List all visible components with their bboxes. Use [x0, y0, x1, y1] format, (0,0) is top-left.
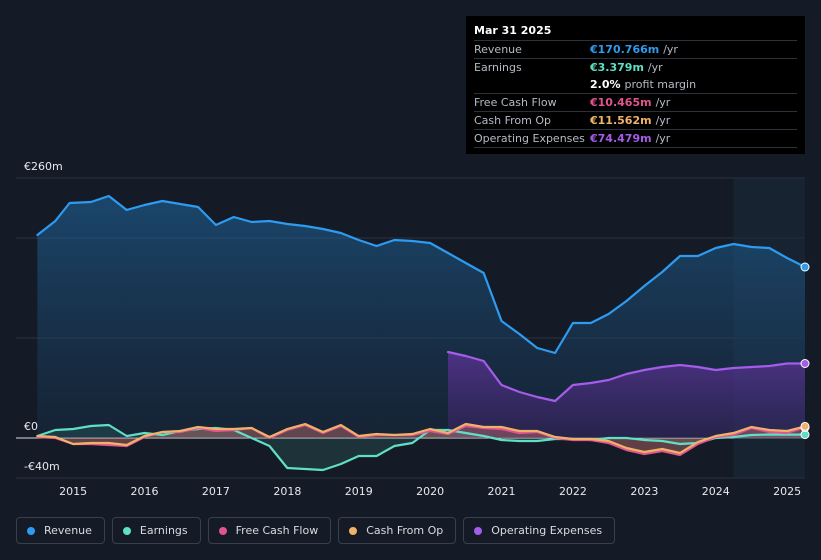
legend-item-revenue[interactable]: Revenue	[16, 517, 105, 544]
line-earnings	[36, 423, 807, 472]
legend-label: Operating Expenses	[491, 524, 603, 537]
x-tick-label: 2022	[559, 485, 587, 498]
x-tick-label: 2024	[702, 485, 730, 498]
x-tick-label: 2025	[773, 485, 801, 498]
tooltip-row-cash-from-op: Cash From Op €11.562m /yr	[474, 111, 797, 129]
tooltip-unit: /yr	[663, 43, 678, 56]
data-tooltip: Mar 31 2025 Revenue €170.766m /yr Earnin…	[466, 16, 805, 154]
x-tick-label: 2020	[416, 485, 444, 498]
y-axis-zero-label: €0	[24, 420, 38, 433]
tooltip-unit: /yr	[655, 114, 671, 127]
legend-item-free-cash-flow[interactable]: Free Cash Flow	[207, 517, 332, 544]
area-free-cash-flow	[37, 425, 805, 455]
tooltip-label: Free Cash Flow	[474, 96, 557, 109]
tooltip-label	[474, 76, 590, 93]
chart-legend: Revenue Earnings Free Cash Flow Cash Fro…	[16, 517, 616, 544]
tooltip-label: Cash From Op	[474, 114, 552, 127]
tooltip-label: Earnings	[474, 61, 522, 74]
legend-dot-icon	[218, 526, 227, 535]
tooltip-unit: /yr	[655, 96, 671, 109]
tooltip-label: Operating Expenses	[474, 132, 585, 145]
tooltip-value: €10.465m	[590, 96, 652, 109]
legend-dot-icon	[474, 526, 483, 535]
x-axis-ticks: 2015 2016 2017 2018 2019 2020 2021 2022 2023 2024…	[59, 485, 801, 498]
y-axis-top-label: €260m	[24, 160, 63, 173]
tooltip-value: 2.0%	[590, 78, 621, 91]
tooltip-value: €11.562m	[590, 114, 652, 127]
tooltip-row-earnings: Earnings €3.379m /yr	[474, 58, 797, 76]
area-earnings	[37, 425, 805, 470]
line-cash-from-op	[36, 422, 807, 455]
line-revenue	[36, 194, 807, 355]
legend-dot-icon	[27, 526, 35, 535]
end-dot-cash-from-op	[800, 421, 810, 431]
area-operating-expenses	[448, 352, 805, 438]
line-operating-expenses	[446, 350, 807, 403]
tooltip-row-revenue: Revenue €170.766m /yr	[474, 40, 797, 58]
tooltip-unit: profit margin	[624, 78, 697, 91]
tooltip-unit: /yr	[655, 132, 671, 145]
end-dot-operating-expenses	[800, 359, 810, 368]
legend-item-operating-expenses[interactable]: Operating Expenses	[463, 517, 616, 544]
tooltip-bottom-divider	[474, 147, 797, 149]
x-tick-label: 2021	[488, 485, 516, 498]
legend-label: Free Cash Flow	[235, 524, 319, 537]
legend-dot-icon	[122, 526, 131, 535]
tooltip-value: €74.479m	[590, 132, 652, 145]
tooltip-value: €3.379m	[590, 61, 644, 74]
x-tick-label: 2017	[202, 485, 230, 498]
x-tick-label: 2015	[59, 485, 87, 498]
tooltip-row-operating-expenses: Operating Expenses €74.479m /yr	[474, 129, 797, 147]
series-end-dots	[800, 262, 810, 440]
tooltip-date: Mar 31 2025	[474, 24, 552, 37]
end-dot-revenue	[800, 262, 810, 272]
x-tick-label: 2018	[273, 485, 301, 498]
legend-label: Revenue	[44, 524, 92, 537]
legend-label: Earnings	[139, 524, 188, 537]
series-lines	[36, 194, 807, 472]
x-tick-label: 2016	[131, 485, 159, 498]
series-areas	[37, 196, 805, 470]
tooltip-value: €170.766m	[590, 43, 660, 56]
x-tick-label: 2019	[345, 485, 373, 498]
legend-item-cash-from-op[interactable]: Cash From Op	[338, 517, 457, 544]
y-axis-bottom-label: -€40m	[24, 460, 60, 473]
x-tick-label: 2023	[630, 485, 658, 498]
legend-label: Cash From Op	[366, 524, 444, 537]
tooltip-row-free-cash-flow: Free Cash Flow €10.465m /yr	[474, 93, 797, 111]
tooltip-unit: /yr	[647, 61, 663, 74]
legend-item-earnings[interactable]: Earnings	[111, 517, 201, 544]
legend-dot-icon	[349, 526, 358, 535]
tooltip-label: Revenue	[474, 43, 522, 56]
tooltip-row-profit-margin: 2.0% profit margin	[474, 76, 797, 93]
